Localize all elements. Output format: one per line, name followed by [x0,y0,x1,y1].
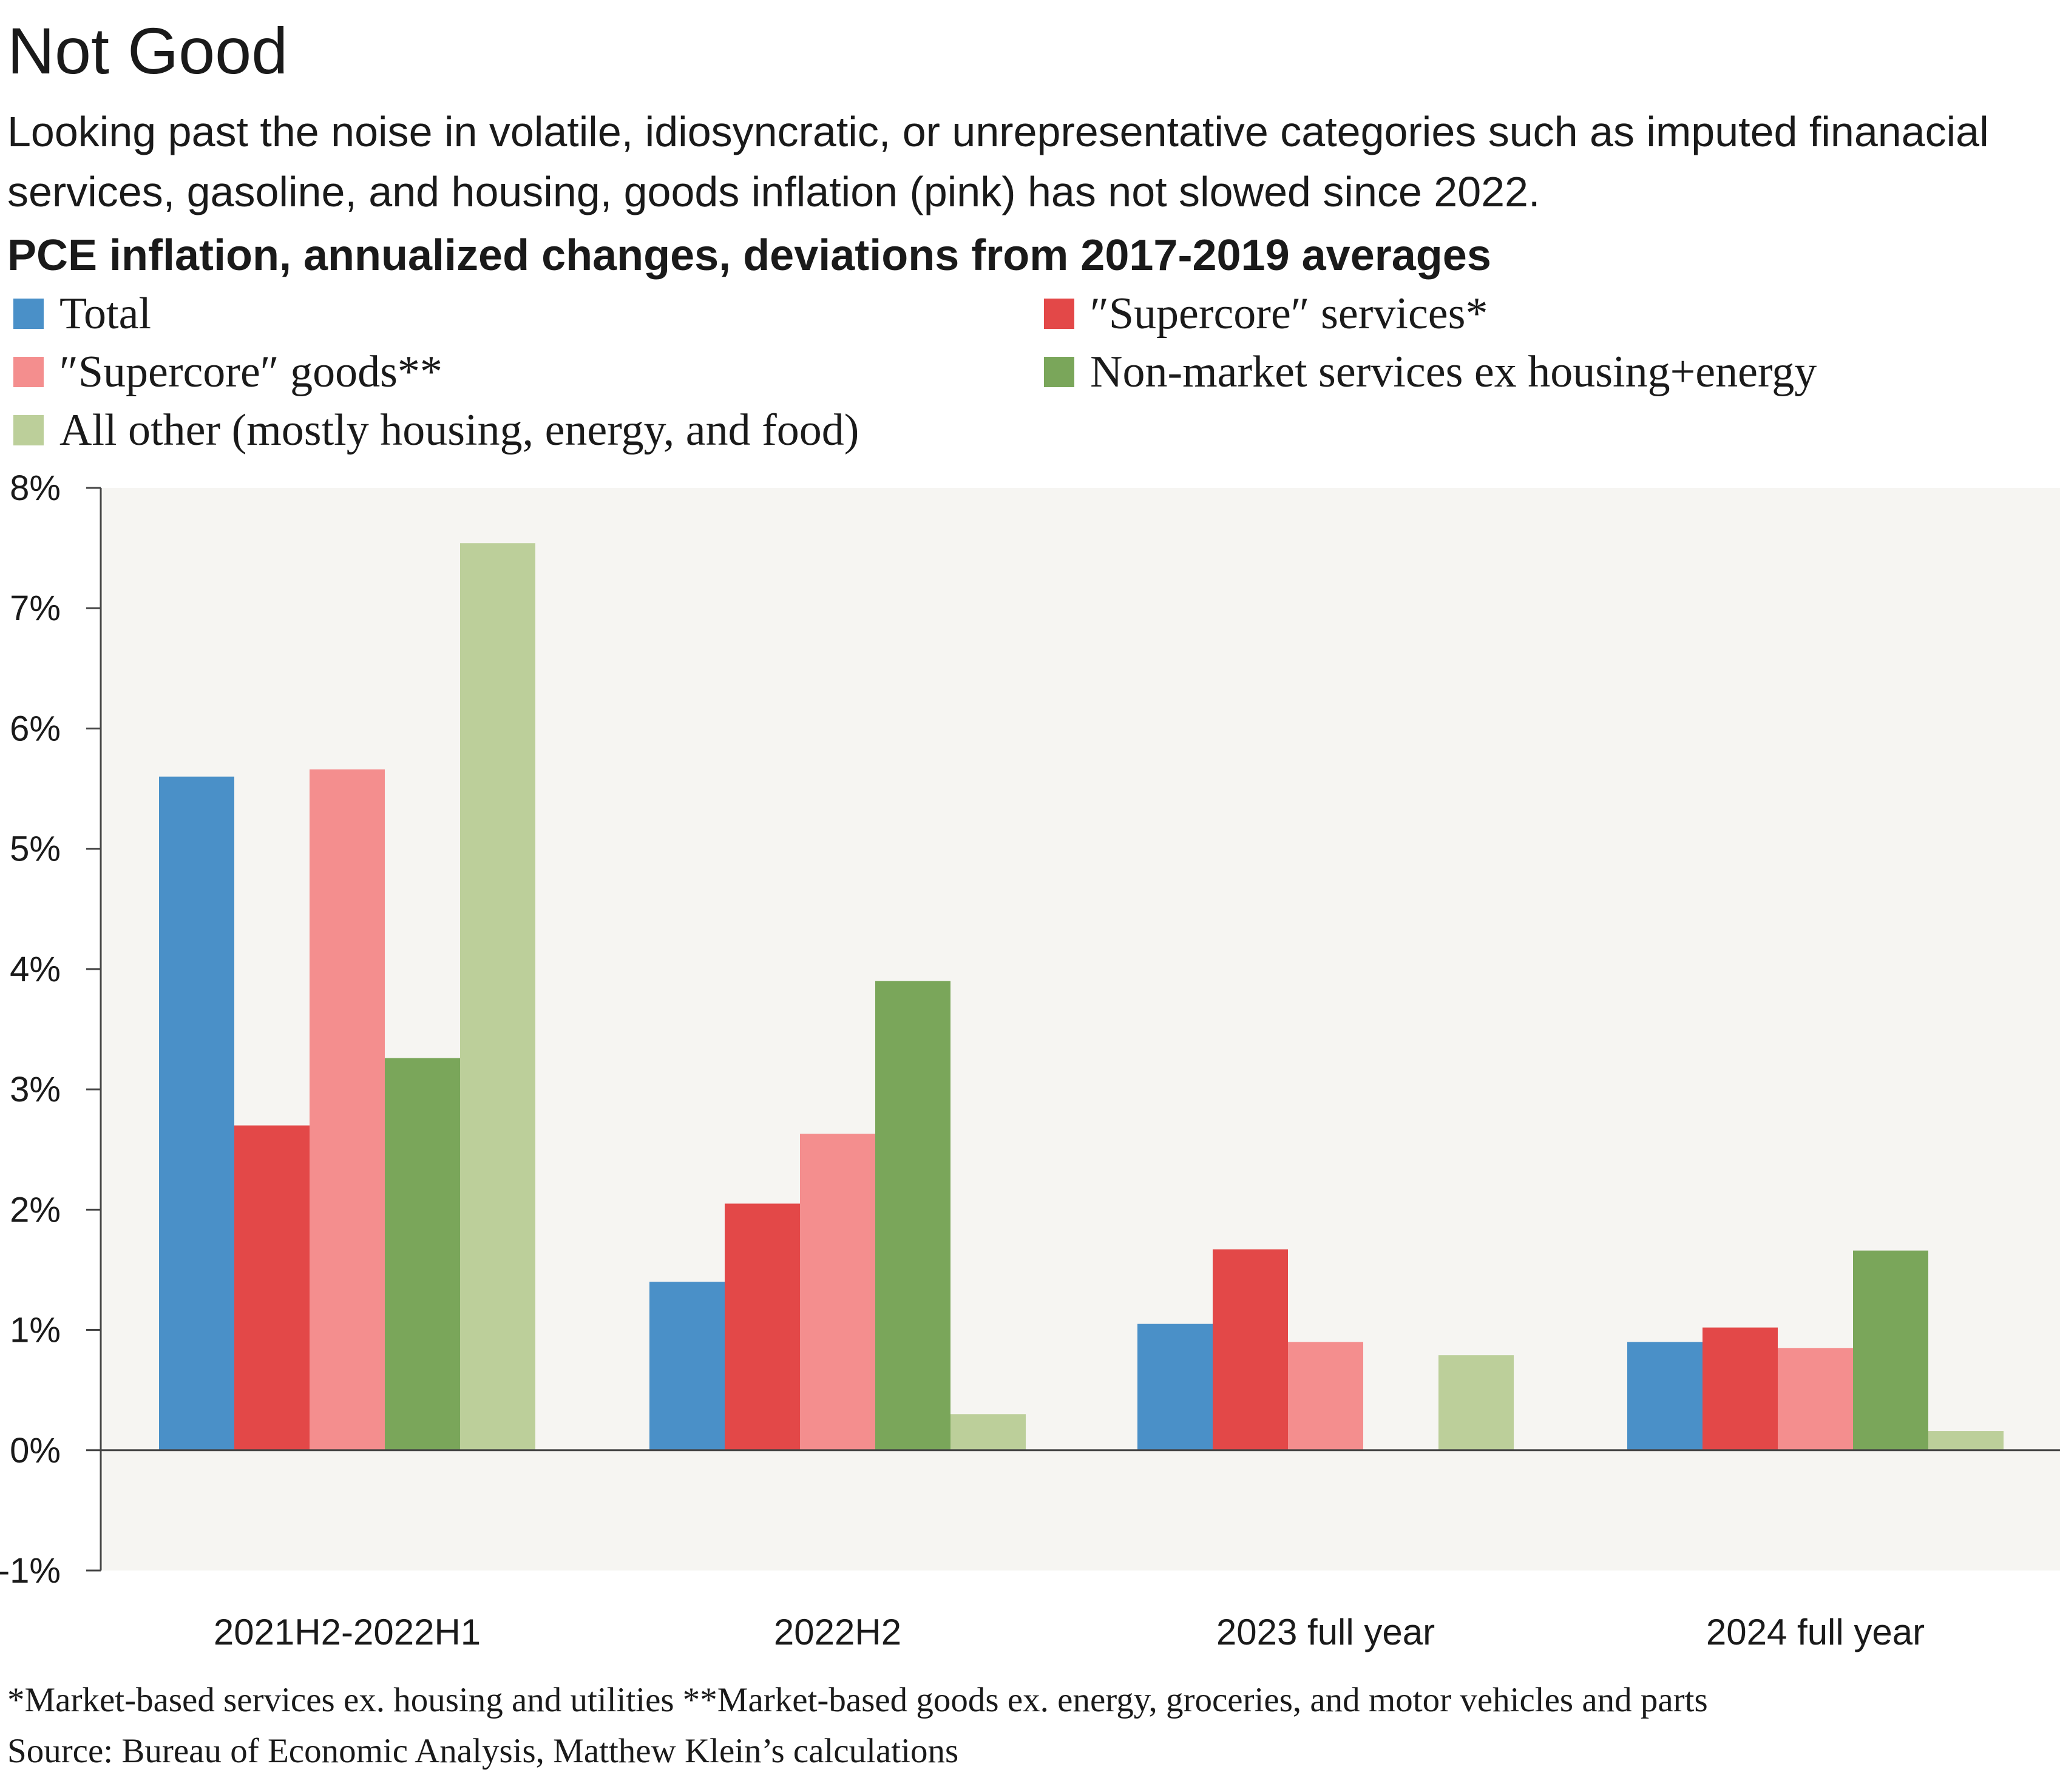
bar-s4-c1 [950,1414,1026,1450]
y-tick-label-8: 7% [10,589,61,628]
bars-group [159,543,2004,1450]
bar-s3-c1 [875,981,950,1450]
bar-s2-c1 [800,1134,875,1450]
legend-swatch-supercore-goods [13,357,44,387]
y-tick-label-0: -1% [0,1551,61,1591]
chart-subtitle: Looking past the noise in volatile, idio… [7,108,1989,216]
axis-group: -1% 0% 1% 2% 3% 4% 5% 6% 7% 8% 2021H2-2022H1 2022H2… [0,468,2060,1652]
bar-s1-c0 [234,1125,310,1450]
legend-swatch-non-market-services [1044,357,1074,387]
legend-swatch-all-other [13,415,44,445]
bar-s1-c3 [1703,1327,1778,1450]
legend-label-all-other: All other (mostly housing, energy, and f… [59,405,859,455]
legend-item-supercore-services: ″Supercore″ services* [1044,291,1488,336]
y-tick-label-4: 3% [10,1070,61,1109]
x-tick-label-0: 2021H2-2022H1 [214,1612,481,1652]
bar-chart: -1% 0% 1% 2% 3% 4% 5% 6% 7% 8% 2021H2-2022H1 2022H2… [0,468,2060,1652]
bar-s3-c0 [385,1058,460,1450]
legend-label-supercore-services: ″Supercore″ services* [1090,289,1488,339]
x-tick-label-3: 2024 full year [1706,1612,1925,1652]
bar-s1-c2 [1213,1249,1288,1450]
y-tick-label-1: 0% [10,1431,61,1470]
bar-s4-c3 [1928,1431,2004,1450]
y-tick-label-9: 8% [10,468,61,508]
bar-s2-c3 [1778,1348,1853,1450]
bar-s4-c2 [1438,1355,1514,1450]
bar-s2-c0 [310,769,385,1450]
bar-s0-c3 [1627,1342,1703,1450]
chart-title: Not Good [7,14,288,87]
legend-item-non-market-services: Non-market services ex housing+energy [1044,350,1817,394]
y-tick-label-7: 6% [10,709,61,748]
legend-swatch-supercore-services [1044,299,1074,329]
source-note: Source: Bureau of Economic Analysis, Mat… [7,1732,959,1770]
bar-s0-c0 [159,776,234,1450]
bar-s3-c3 [1853,1250,1928,1450]
legend-item-all-other: All other (mostly housing, energy, and f… [13,408,859,453]
y-tick-label-3: 2% [10,1190,61,1229]
legend-label-supercore-goods: ″Supercore″ goods** [59,347,442,397]
legend-label-non-market-services: Non-market services ex housing+energy [1090,347,1817,397]
legend-item-total: Total [13,291,151,336]
legend-item-supercore-goods: ″Supercore″ goods** [13,350,442,394]
x-tick-label-2: 2023 full year [1216,1612,1435,1652]
footnote: *Market-based services ex. housing and u… [7,1681,1708,1719]
y-tick-label-6: 5% [10,830,61,869]
chart-heading: PCE inflation, annualized changes, devia… [7,231,1491,280]
y-tick-label-5: 4% [10,950,61,989]
bar-s0-c1 [649,1282,725,1450]
bar-s0-c2 [1137,1324,1213,1450]
legend-label-total: Total [59,289,151,339]
bar-s1-c1 [725,1203,800,1450]
x-tick-label-1: 2022H2 [774,1612,901,1652]
legend-swatch-total [13,299,44,329]
y-tick-label-2: 1% [10,1311,61,1350]
bar-s4-c0 [460,543,535,1450]
bar-s2-c2 [1288,1342,1363,1450]
